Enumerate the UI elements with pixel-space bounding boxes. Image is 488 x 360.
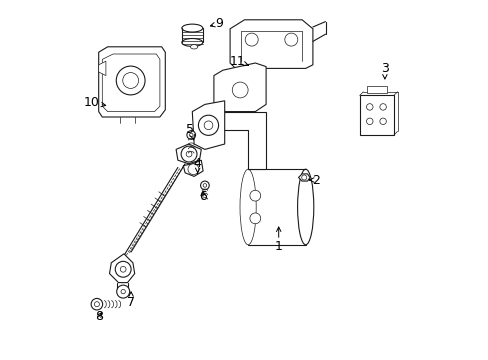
- Circle shape: [186, 131, 195, 139]
- Text: 11: 11: [229, 55, 248, 68]
- Circle shape: [379, 104, 386, 110]
- Polygon shape: [298, 174, 309, 181]
- Polygon shape: [109, 254, 134, 283]
- Text: 7: 7: [127, 292, 135, 309]
- Text: 2: 2: [309, 174, 320, 186]
- Circle shape: [249, 213, 260, 224]
- Polygon shape: [99, 61, 106, 76]
- Circle shape: [232, 82, 247, 98]
- Circle shape: [117, 285, 129, 298]
- Bar: [366, 86, 386, 93]
- Circle shape: [91, 298, 102, 310]
- Text: 9: 9: [210, 17, 223, 30]
- Circle shape: [284, 33, 297, 46]
- Circle shape: [186, 151, 192, 157]
- Circle shape: [121, 289, 125, 294]
- Ellipse shape: [182, 24, 203, 32]
- Polygon shape: [183, 160, 203, 176]
- Circle shape: [200, 181, 209, 190]
- Circle shape: [203, 184, 206, 187]
- Circle shape: [122, 73, 138, 89]
- Text: 8: 8: [95, 310, 102, 323]
- Text: 3: 3: [380, 62, 388, 79]
- Polygon shape: [213, 63, 265, 112]
- Ellipse shape: [240, 169, 256, 245]
- Circle shape: [115, 261, 131, 277]
- Text: 4: 4: [193, 157, 201, 173]
- Circle shape: [244, 33, 258, 46]
- Circle shape: [366, 104, 372, 110]
- Ellipse shape: [297, 169, 313, 245]
- Circle shape: [120, 266, 126, 272]
- Text: 1: 1: [274, 227, 282, 253]
- Circle shape: [249, 190, 260, 201]
- Circle shape: [204, 121, 212, 130]
- Polygon shape: [176, 144, 201, 164]
- Circle shape: [379, 118, 386, 125]
- Circle shape: [189, 133, 193, 137]
- Circle shape: [366, 118, 372, 125]
- Polygon shape: [223, 112, 265, 169]
- Circle shape: [187, 164, 199, 175]
- Text: 10: 10: [83, 96, 105, 109]
- Text: 5: 5: [186, 123, 194, 139]
- Circle shape: [116, 66, 145, 95]
- Polygon shape: [230, 20, 312, 68]
- Circle shape: [301, 175, 306, 180]
- Polygon shape: [192, 101, 224, 149]
- Text: 6: 6: [199, 190, 206, 203]
- Polygon shape: [99, 47, 165, 117]
- Circle shape: [198, 115, 218, 135]
- Ellipse shape: [190, 45, 197, 49]
- Bar: [359, 95, 393, 135]
- Circle shape: [94, 302, 99, 307]
- Ellipse shape: [182, 39, 203, 46]
- Circle shape: [181, 146, 197, 162]
